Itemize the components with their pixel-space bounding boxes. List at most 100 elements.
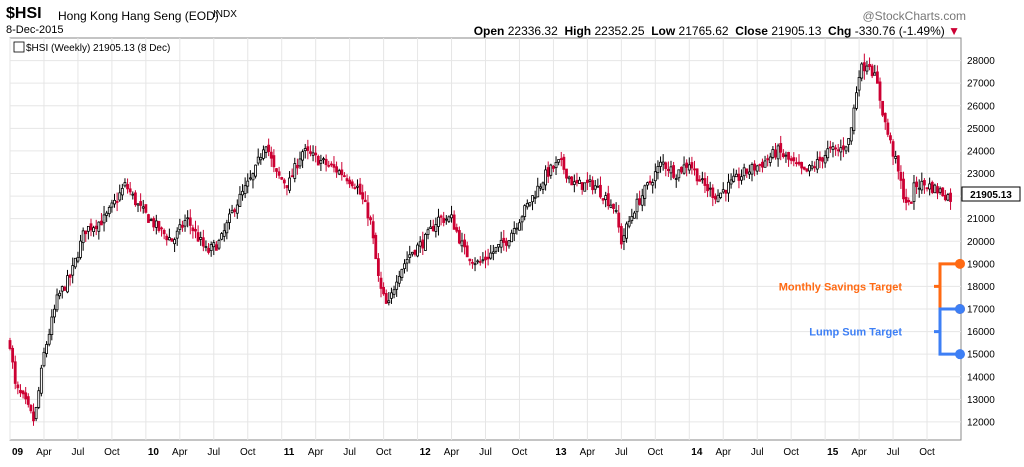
candle-body	[572, 181, 576, 185]
candle-body	[269, 151, 273, 159]
candle-body	[784, 154, 788, 157]
candle-body	[810, 165, 814, 169]
y-tick-label: 14000	[967, 372, 995, 383]
candle-body	[403, 263, 406, 270]
candle-body	[781, 153, 785, 158]
candle-body	[79, 240, 82, 258]
candle-body	[97, 221, 101, 232]
x-tick-label: Oct	[104, 447, 120, 458]
candle-body	[264, 146, 268, 153]
candle-body	[538, 186, 542, 189]
candle-body	[431, 225, 435, 232]
candle-body	[774, 149, 777, 158]
candle-body	[366, 202, 370, 219]
candle-body	[933, 184, 937, 194]
candle-body	[416, 244, 419, 257]
candle-body	[426, 229, 430, 235]
candle-body	[212, 242, 216, 248]
candle-body	[875, 71, 879, 84]
candle-body	[525, 202, 529, 208]
candle-body	[917, 187, 921, 190]
candle-body	[554, 161, 558, 169]
candle-body	[322, 158, 325, 161]
candle-body	[160, 227, 163, 230]
candle-body	[204, 246, 208, 248]
candle-body	[938, 188, 942, 193]
candle-body	[494, 246, 498, 252]
candle-body	[821, 157, 824, 162]
candle-body	[779, 143, 783, 153]
candle-body	[557, 159, 561, 163]
target-label: Lump Sum Target	[809, 327, 902, 339]
candle-body	[92, 227, 96, 232]
candle-body	[371, 221, 375, 239]
targets: Monthly Savings Target Lump Sum Target	[779, 258, 965, 360]
candle-body	[68, 274, 72, 278]
candle-body	[280, 177, 284, 180]
candle-body	[413, 250, 417, 255]
candles	[8, 53, 952, 426]
candle-body	[836, 149, 840, 152]
candle-body	[463, 239, 466, 248]
y-tick-label: 16000	[967, 327, 995, 338]
x-tick-label: Oct	[376, 447, 392, 458]
x-tick-label: Jul	[207, 447, 220, 458]
grid	[9, 38, 961, 440]
candle-body	[588, 179, 592, 182]
candle-body	[737, 173, 741, 181]
candle-body	[831, 146, 835, 151]
y-tick-label: 21000	[967, 214, 995, 225]
candle-body	[238, 193, 242, 207]
candle-body	[656, 166, 660, 174]
candle-body	[674, 178, 678, 180]
candle-body	[755, 165, 759, 172]
candle-body	[758, 164, 762, 166]
candle-body	[946, 194, 950, 201]
x-tick-label: Apr	[715, 447, 731, 458]
candle-body	[165, 235, 169, 241]
candle-body	[771, 149, 775, 158]
candle-body	[486, 256, 490, 260]
candle-body	[186, 217, 190, 220]
candle-body	[792, 157, 796, 162]
candle-body	[698, 179, 702, 182]
candle-body	[421, 239, 425, 249]
candle-body	[455, 227, 459, 232]
candle-body	[113, 199, 116, 205]
candle-body	[86, 225, 90, 232]
candle-body	[750, 164, 754, 175]
candle-body	[847, 138, 851, 145]
candle-body	[852, 107, 856, 131]
candle-body	[614, 209, 618, 212]
candle-body	[183, 220, 187, 227]
target-marker	[955, 304, 965, 315]
candle-body	[502, 237, 506, 243]
candle-body	[157, 220, 161, 231]
candle-body	[909, 201, 913, 204]
candle-body	[813, 166, 817, 169]
candle-body	[390, 292, 393, 299]
y-tick-label: 26000	[967, 101, 995, 112]
candle-body	[230, 209, 234, 214]
candle-body	[16, 384, 20, 389]
candle-body	[222, 230, 226, 237]
candle-body	[327, 164, 331, 167]
candle-body	[47, 333, 51, 345]
candle-body	[298, 158, 302, 167]
candle-body	[437, 216, 440, 227]
candle-body	[889, 135, 892, 141]
candle-body	[405, 258, 409, 264]
candle-body	[191, 227, 195, 232]
candle-body	[719, 192, 723, 198]
candle-body	[468, 258, 472, 262]
candle-body	[659, 161, 662, 167]
candle-body	[248, 177, 252, 180]
candle-body	[45, 343, 48, 354]
candle-body	[316, 155, 320, 166]
candle-body	[392, 289, 396, 295]
last-value-marker: 21905.13	[961, 186, 1021, 202]
candle-body	[585, 179, 589, 184]
candle-body	[507, 240, 511, 247]
x-tick-label: Jul	[343, 447, 356, 458]
candle-body	[599, 184, 602, 198]
